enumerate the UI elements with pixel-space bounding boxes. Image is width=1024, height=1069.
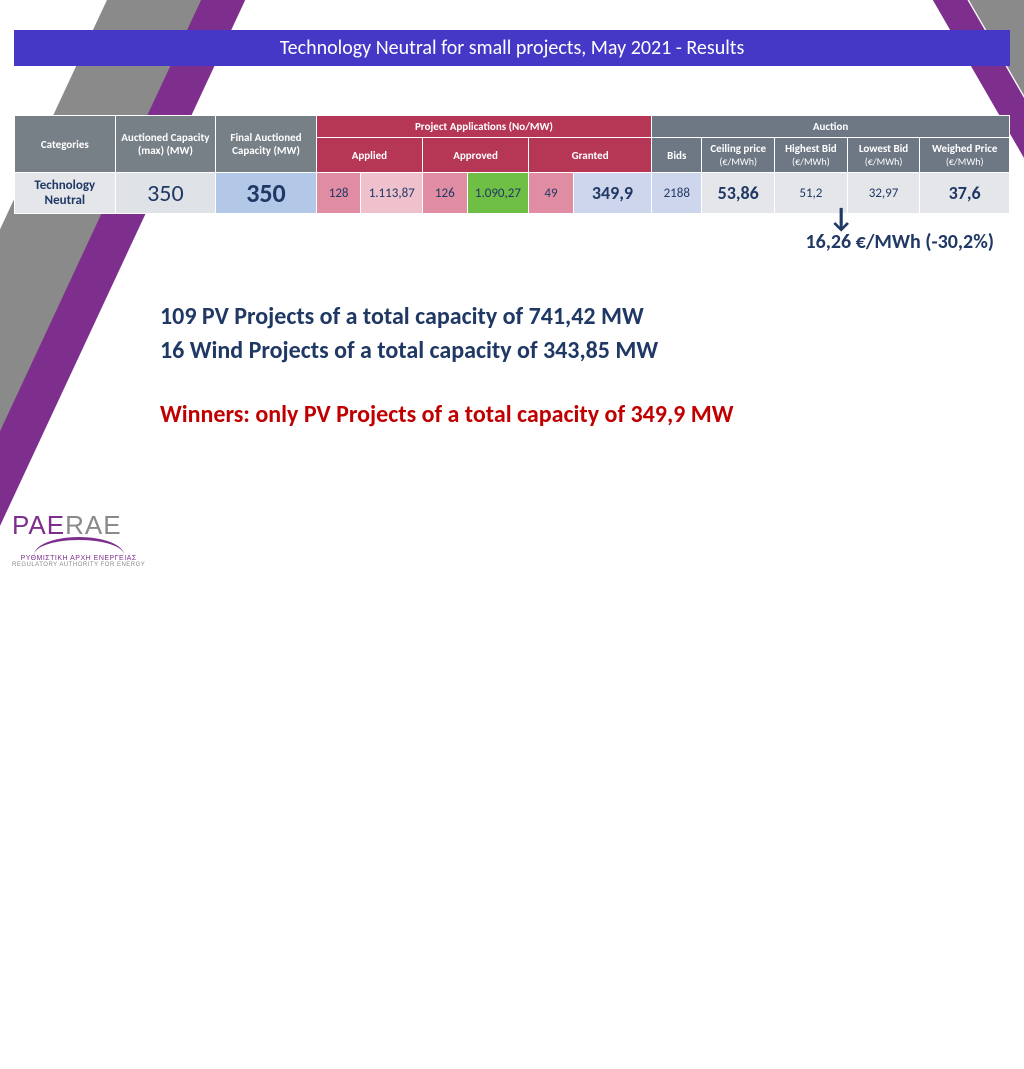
cell-lowest: 32,97 <box>847 173 920 214</box>
th-lowest: Lowest Bid(€/MWh) <box>847 138 920 173</box>
cell-bids: 2188 <box>652 173 702 214</box>
cell-ceiling: 53,86 <box>702 173 775 214</box>
logo-rae: RAE <box>65 510 121 540</box>
th-approved: Approved <box>422 138 528 173</box>
th-categories: Categories <box>15 116 116 173</box>
summary-text: 109 PV Projects of a total capacity of 7… <box>160 300 658 367</box>
summary-line: 109 PV Projects of a total capacity of 7… <box>160 300 658 334</box>
winners-text: Winners: only PV Projects of a total cap… <box>160 400 733 429</box>
th-auction: Auction <box>652 116 1010 138</box>
cell-applied-mw: 1.113,87 <box>361 173 422 214</box>
logo-subtitle-eng: REGULATORY AUTHORITY FOR ENERGY <box>12 562 145 568</box>
bg-stripe <box>741 0 1024 447</box>
cell-auctioned: 350 <box>115 173 216 214</box>
th-final: Final Auctioned Capacity (MW) <box>216 116 317 173</box>
th-applied: Applied <box>316 138 422 173</box>
th-highest: Highest Bid(€/MWh) <box>775 138 848 173</box>
cell-weighed: 37,6 <box>920 173 1010 214</box>
cell-approved-no: 126 <box>422 173 467 214</box>
summary-line: 16 Wind Projects of a total capacity of … <box>160 334 658 368</box>
table-row: Technology Neutral 350 350 128 1.113,87 … <box>15 173 1010 214</box>
th-ceiling: Ceiling price(€/MWh) <box>702 138 775 173</box>
cell-approved-mw: 1.090,27 <box>467 173 528 214</box>
cell-final: 350 <box>216 173 317 214</box>
logo: PAERAE ΡΥΘΜΙΣΤΙΚΗ ΑΡΧΗ ΕΝΕΡΓΕΙΑΣ REGULAT… <box>12 510 145 568</box>
th-bids: Bids <box>652 138 702 173</box>
th-project-apps: Project Applications (No/MW) <box>316 116 651 138</box>
logo-subtitle-greek: ΡΥΘΜΙΣΤΙΚΗ ΑΡΧΗ ΕΝΕΡΓΕΙΑΣ <box>12 555 145 562</box>
results-table: Categories Auctioned Capacity (max) (MW)… <box>14 115 1010 214</box>
cell-granted-no: 49 <box>529 173 574 214</box>
delta-note: 16,26 €/MWh (-30,2%) <box>805 230 994 254</box>
th-weighed: Weighed Price(€/MWh) <box>920 138 1010 173</box>
th-auctioned: Auctioned Capacity (max) (MW) <box>115 116 216 173</box>
logo-pae: PAE <box>12 510 65 540</box>
cell-granted-mw: 349,9 <box>573 173 651 214</box>
th-granted: Granted <box>529 138 652 173</box>
cell-label: Technology Neutral <box>15 173 116 214</box>
cell-applied-no: 128 <box>316 173 361 214</box>
page-title: Technology Neutral for small projects, M… <box>14 30 1010 66</box>
